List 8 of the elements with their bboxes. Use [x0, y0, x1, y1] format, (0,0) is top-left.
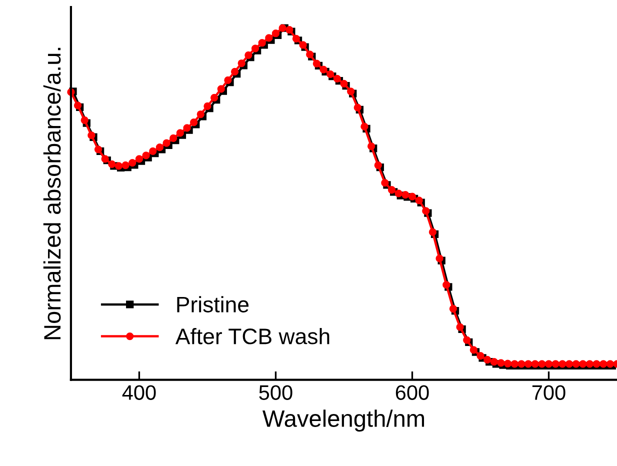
- x-axis-title: Wavelength/nm: [262, 410, 424, 432]
- x-tick-label: 400: [122, 385, 156, 400]
- x-tick-label: 600: [396, 385, 429, 400]
- legend-label: After TCB wash: [175, 328, 330, 344]
- x-tick-label: 700: [532, 385, 566, 400]
- legend-label: Pristine: [177, 296, 249, 312]
- x-tick-label: 500: [259, 385, 292, 400]
- y-axis-title: Normalized absorbance/a.u.: [43, 48, 61, 340]
